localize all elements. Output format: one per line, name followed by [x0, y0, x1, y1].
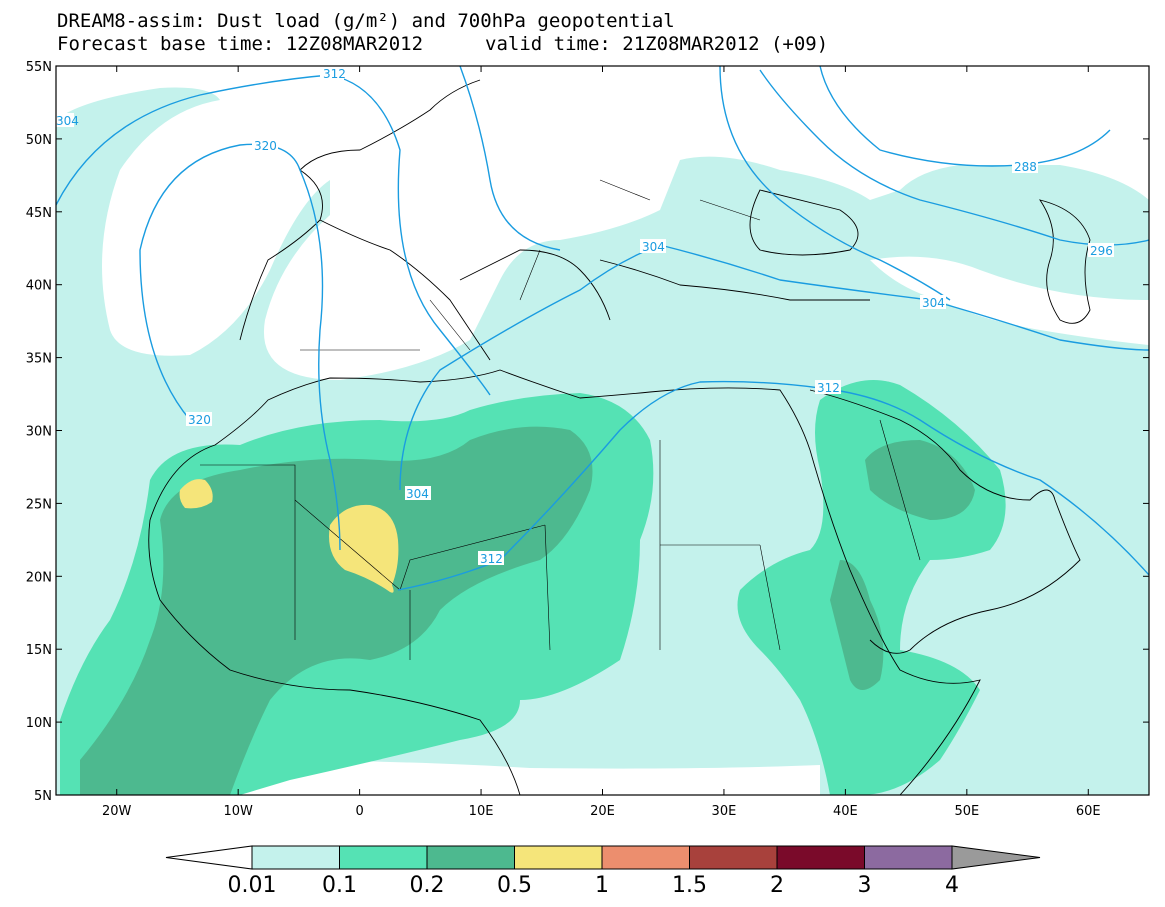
- coastline-blacksea: [749, 189, 859, 256]
- lat-tick-label: 45N: [26, 206, 52, 221]
- contour-296: [759, 69, 1149, 246]
- contour-312-north: [459, 66, 561, 251]
- dust-area-gap-east: [870, 256, 1149, 345]
- lat-tick-label: 15N: [26, 643, 52, 658]
- colorbar-label: 4: [945, 873, 959, 898]
- colorbar-label: 0.5: [497, 873, 532, 898]
- contour-304-north: [719, 66, 951, 301]
- lat-tick-label: 30N: [26, 425, 52, 440]
- colorbar-label: 0.01: [228, 873, 277, 898]
- colorbar-segment: [426, 845, 515, 870]
- dust-area-peak-coast: [179, 479, 213, 509]
- contour-label: 312: [323, 67, 346, 81]
- contour-label: 288: [1014, 160, 1037, 174]
- latitude-axis: 5N 10N 15N 20N 25N 30N 35N 40N 45N 50N 55N: [26, 60, 1149, 804]
- lon-tick-label: 0: [355, 804, 363, 819]
- lon-tick-label: 10W: [223, 804, 253, 819]
- longitude-axis: 20W 10W 0 10E 20E 30E 40E 50E 60E: [102, 66, 1101, 819]
- lat-tick-label: 10N: [26, 716, 52, 731]
- colorbar-label: 3: [858, 873, 872, 898]
- lon-tick-label: 30E: [712, 804, 737, 819]
- colorbar-label: 1: [595, 873, 609, 898]
- dust-area-gap-south: [240, 760, 820, 795]
- colorbar-label: 0.1: [322, 873, 357, 898]
- dust-area-high-east: [865, 440, 975, 520]
- colorbar-segment: [689, 845, 778, 870]
- colorbar-high-arrow: [951, 845, 1041, 870]
- colorbar-segment: [339, 845, 428, 870]
- contour-label: 320: [188, 413, 211, 427]
- contour-label: 296: [1090, 244, 1113, 258]
- colorbar-low-arrow: [165, 845, 253, 870]
- colorbar-segment: [864, 845, 953, 870]
- lon-tick-label: 40E: [833, 804, 858, 819]
- colorbar-segment: [514, 845, 603, 870]
- lat-tick-label: 55N: [26, 60, 52, 75]
- lon-tick-label: 20E: [590, 804, 615, 819]
- colorbar-segment: [601, 845, 690, 870]
- colorbar-segment: [776, 845, 865, 870]
- dust-fields: [56, 87, 1149, 795]
- lon-tick-label: 10E: [469, 804, 494, 819]
- lat-tick-label: 20N: [26, 570, 52, 585]
- lon-tick-label: 50E: [954, 804, 979, 819]
- map-subtitle: Forecast base time: 12Z08MAR2012 valid ti…: [57, 33, 828, 55]
- contour-312-west: [56, 74, 491, 396]
- lat-tick-label: 25N: [26, 497, 52, 512]
- contour-label: 312: [480, 552, 503, 566]
- contour-312-south: [397, 380, 1149, 591]
- contour-labels: 312 304 320 320 288 296 304 304 312 304 …: [56, 66, 1114, 566]
- lat-tick-label: 5N: [34, 789, 52, 804]
- lon-tick-label: 60E: [1076, 804, 1101, 819]
- coastline-arabia: [809, 389, 1081, 654]
- colorbar-segment: [251, 845, 340, 870]
- contour-label: 304: [922, 296, 945, 310]
- contour-label: 304: [642, 240, 665, 254]
- colorbar-label: 0.2: [410, 873, 445, 898]
- geopotential-contours: [56, 66, 1149, 591]
- colorbar-label: 1.5: [672, 873, 707, 898]
- colorbar: 0.01 0.1 0.2 0.5 1 1.5 2 3 4: [165, 845, 1041, 898]
- dust-area-high: [80, 426, 593, 795]
- contour-label: 320: [254, 139, 277, 153]
- dust-area-high-redsea: [830, 560, 884, 690]
- lon-tick-label: 20W: [102, 804, 132, 819]
- contour-304-africa: [399, 244, 661, 491]
- coastline-africa: [148, 369, 981, 795]
- contour-label: 312: [817, 381, 840, 395]
- contour-288: [819, 66, 1111, 167]
- contour-label: 304: [56, 114, 79, 128]
- colorbar-label: 2: [770, 873, 784, 898]
- contour-label: 304: [406, 487, 429, 501]
- map-title: DREAM8-assim: Dust load (g/m²) and 700hP…: [57, 10, 675, 32]
- valid-time: valid time: 21Z08MAR2012 (+09): [485, 33, 829, 55]
- dust-area-peak-sahara: [329, 504, 399, 593]
- map-frame-group: 312 304 320 320 288 296 304 304 312 304 …: [55, 65, 1150, 796]
- coastline-caspian: [1038, 199, 1091, 324]
- lat-tick-label: 35N: [26, 352, 52, 367]
- forecast-base-time: Forecast base time: 12Z08MAR2012: [57, 33, 424, 55]
- contour-320: [139, 143, 341, 551]
- lat-tick-label: 40N: [26, 279, 52, 294]
- country-borders: [200, 179, 921, 660]
- lat-tick-label: 50N: [26, 133, 52, 148]
